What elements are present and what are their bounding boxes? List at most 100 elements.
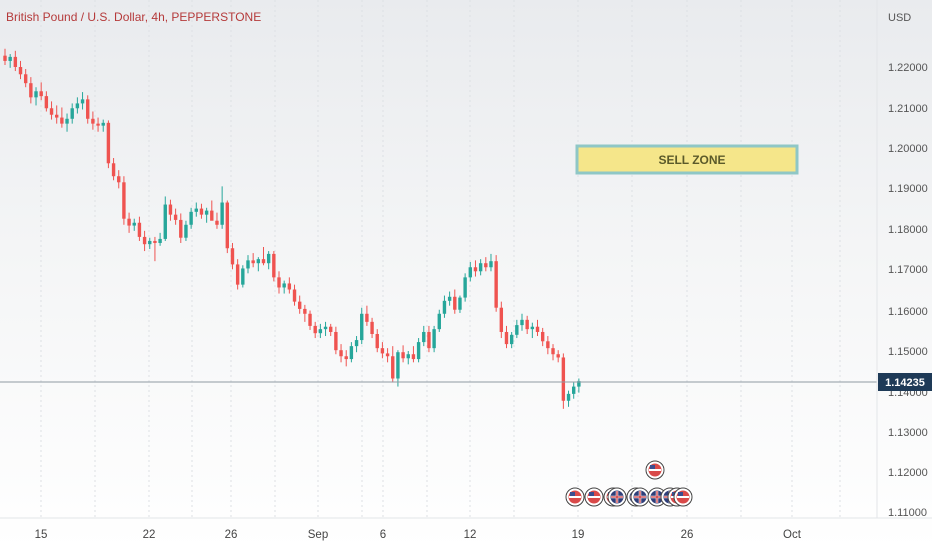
price-label: 1.16000 bbox=[888, 306, 928, 318]
candle bbox=[422, 325, 426, 347]
price-axis[interactable]: USD 1.22000 1.21000 1.20000 1.19000 1.18… bbox=[876, 0, 932, 519]
price-label: 1.22000 bbox=[888, 62, 928, 74]
candle-body bbox=[55, 114, 59, 118]
candle-body bbox=[561, 357, 566, 401]
candle bbox=[375, 329, 379, 353]
us-flag-icon[interactable] bbox=[673, 487, 693, 507]
candle bbox=[292, 284, 297, 306]
candle bbox=[199, 203, 204, 219]
candle-body bbox=[535, 326, 540, 332]
candle bbox=[370, 317, 374, 339]
candle-body bbox=[360, 313, 364, 341]
candle-body bbox=[334, 331, 338, 351]
us-flag-icon[interactable] bbox=[584, 487, 604, 507]
candle bbox=[577, 378, 581, 393]
sell-zone-box[interactable]: SELL ZONE bbox=[575, 144, 799, 175]
candle bbox=[91, 111, 95, 130]
candle bbox=[339, 344, 343, 363]
candle bbox=[132, 218, 136, 231]
candle bbox=[29, 77, 33, 104]
candle bbox=[266, 251, 271, 270]
us-flag-icon[interactable] bbox=[645, 460, 665, 480]
candle bbox=[18, 60, 23, 80]
candle bbox=[261, 247, 266, 266]
candle-body bbox=[385, 353, 390, 357]
candle-body bbox=[8, 56, 12, 61]
candle-body bbox=[215, 220, 219, 225]
date-label: 19 bbox=[572, 529, 585, 541]
candle-body bbox=[339, 350, 343, 357]
date-label: 6 bbox=[380, 529, 386, 541]
time-axis[interactable]: 15 22 26 Sep 6 12 19 26 Oct bbox=[0, 517, 932, 541]
candle-body bbox=[499, 307, 504, 332]
candlestick-series bbox=[3, 48, 581, 409]
candle bbox=[8, 54, 12, 68]
candle-body bbox=[256, 259, 261, 264]
candle bbox=[179, 213, 183, 243]
candle-body bbox=[453, 296, 457, 310]
candle bbox=[530, 322, 535, 339]
candle bbox=[49, 101, 54, 120]
uk-flag-icon[interactable] bbox=[630, 487, 650, 507]
economic-events[interactable] bbox=[565, 460, 693, 507]
candle bbox=[344, 350, 348, 367]
candle bbox=[194, 202, 198, 217]
candle bbox=[391, 346, 395, 383]
candle-body bbox=[540, 331, 545, 342]
candle-body bbox=[416, 342, 421, 360]
candle-body bbox=[484, 263, 488, 268]
candle-body bbox=[329, 326, 333, 332]
candle-body bbox=[204, 210, 209, 215]
candle-body bbox=[391, 356, 395, 379]
candle bbox=[556, 350, 560, 363]
candle bbox=[225, 200, 230, 254]
candle bbox=[127, 212, 131, 233]
candle-body bbox=[86, 99, 90, 119]
candle bbox=[70, 103, 74, 124]
candle-body bbox=[551, 348, 555, 355]
candle bbox=[23, 69, 28, 88]
candle-body bbox=[142, 236, 147, 245]
candle bbox=[566, 390, 571, 407]
date-label: 22 bbox=[143, 529, 156, 541]
uk-flag-icon[interactable] bbox=[607, 487, 627, 507]
candle bbox=[287, 277, 292, 294]
current-price-value: 1.14235 bbox=[885, 377, 925, 389]
candle bbox=[297, 295, 302, 314]
candle-body bbox=[468, 267, 472, 278]
candle-body bbox=[375, 334, 379, 349]
sell-zone-rect[interactable] bbox=[575, 144, 799, 175]
candle-body bbox=[272, 253, 276, 278]
candle bbox=[86, 95, 90, 124]
candle bbox=[329, 323, 333, 337]
candle-body bbox=[13, 56, 18, 67]
price-label: 1.20000 bbox=[888, 143, 928, 155]
candle bbox=[106, 120, 111, 169]
candle bbox=[117, 170, 121, 189]
candle-body bbox=[422, 331, 426, 343]
candle bbox=[463, 273, 467, 302]
candle-body bbox=[566, 393, 571, 401]
candle bbox=[168, 199, 173, 221]
candle bbox=[365, 305, 369, 326]
candle bbox=[204, 207, 209, 223]
candle bbox=[34, 87, 38, 106]
us-flag-icon[interactable] bbox=[565, 487, 585, 507]
candle-body bbox=[148, 240, 152, 245]
candle bbox=[44, 91, 49, 112]
candle-body bbox=[297, 301, 302, 309]
candle-body bbox=[168, 204, 173, 215]
candle-body bbox=[504, 331, 509, 345]
candle bbox=[432, 325, 436, 353]
candle-body bbox=[318, 329, 323, 334]
candle bbox=[308, 310, 312, 330]
candle bbox=[406, 350, 410, 365]
candle bbox=[540, 327, 545, 347]
candle-body bbox=[323, 326, 328, 330]
candle-body bbox=[34, 91, 38, 98]
candle bbox=[241, 265, 245, 288]
price-label: 1.17000 bbox=[888, 264, 928, 276]
candle-body bbox=[39, 91, 43, 97]
